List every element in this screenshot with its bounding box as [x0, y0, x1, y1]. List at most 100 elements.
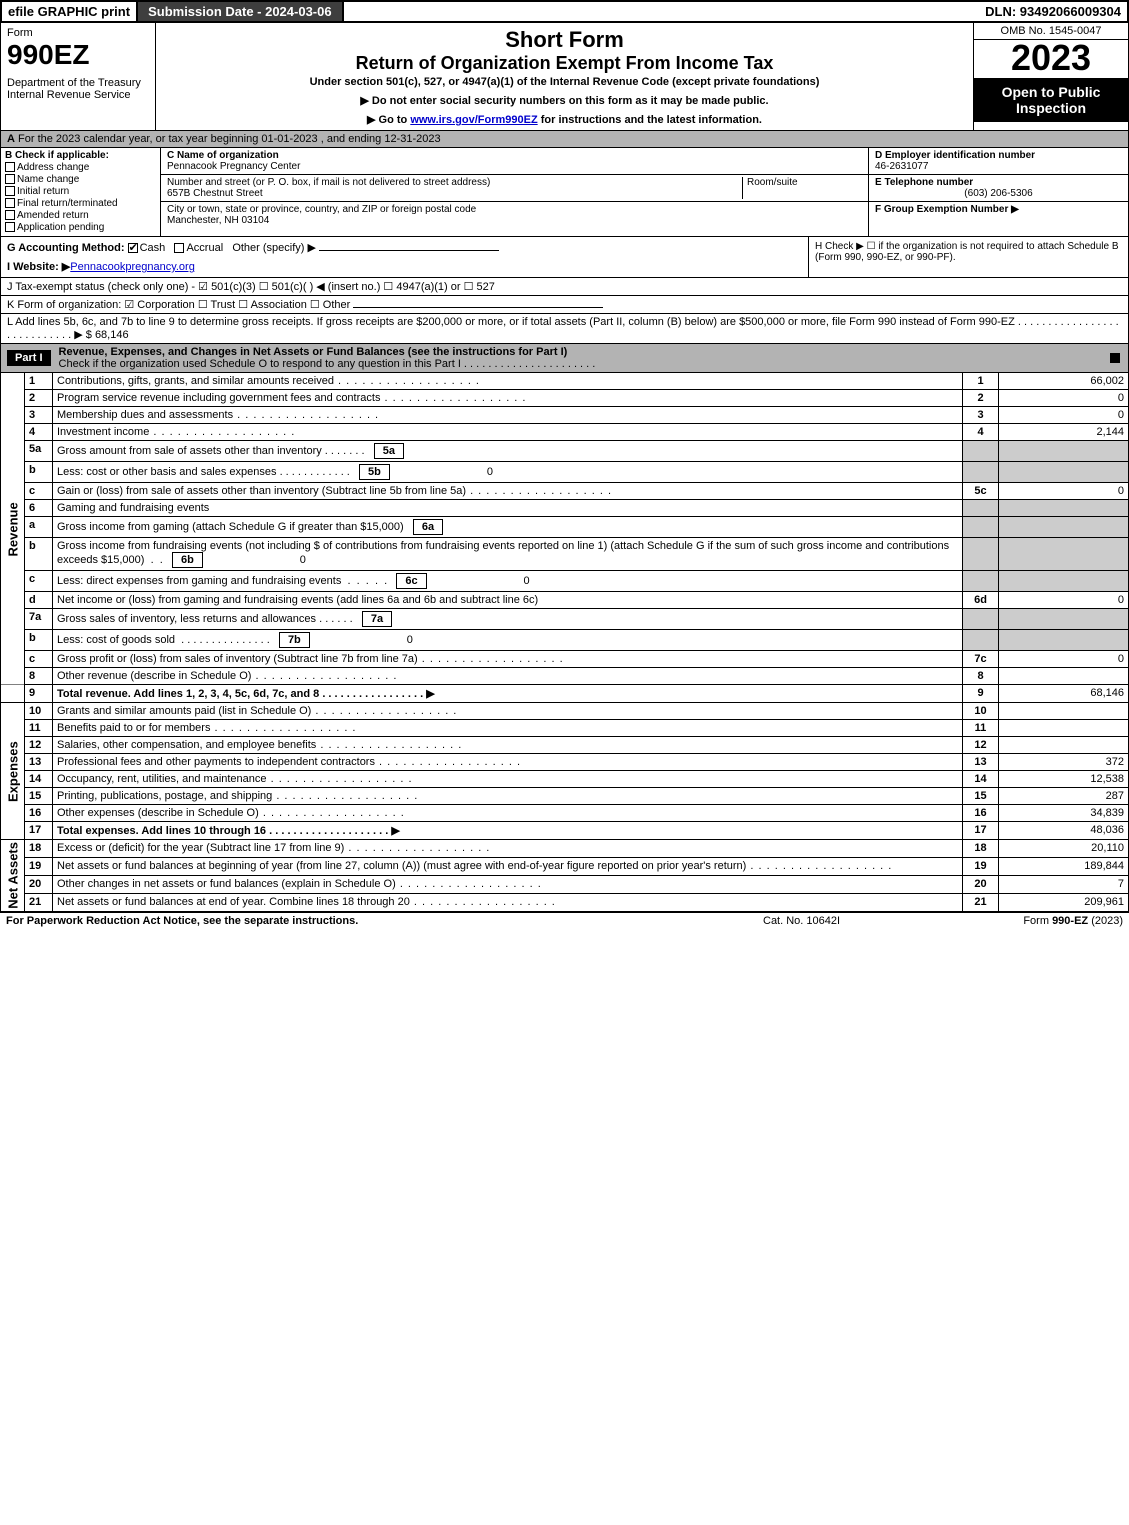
ln5b-ref [963, 462, 999, 483]
title-short-form: Short Form [164, 27, 965, 53]
ln4-desc: Investment income [53, 424, 963, 441]
ln5c-desc: Gain or (loss) from sale of assets other… [53, 483, 963, 500]
ln14-desc: Occupancy, rent, utilities, and maintena… [53, 771, 963, 788]
gross-receipts-amount: $ 68,146 [86, 329, 129, 341]
ln12-val [999, 737, 1129, 754]
subtitle: Under section 501(c), 527, or 4947(a)(1)… [164, 76, 965, 88]
ln6a-ref [963, 517, 999, 538]
part1-table: Revenue 1Contributions, gifts, grants, a… [0, 373, 1129, 912]
ln20-ref: 20 [963, 875, 999, 893]
ln2-desc: Program service revenue including govern… [53, 390, 963, 407]
ln21-num: 21 [25, 893, 53, 911]
ln1-ref: 1 [963, 373, 999, 390]
cb-application-pending[interactable]: Application pending [5, 222, 156, 233]
org-name: Pennacook Pregnancy Center [167, 161, 300, 172]
ln6a-sub: 6a [413, 519, 443, 535]
cash-label: Cash [140, 242, 166, 254]
ln6b-ref [963, 538, 999, 571]
ein-value: 46-2631077 [875, 161, 928, 172]
ln14-num: 14 [25, 771, 53, 788]
cb-accrual[interactable] [174, 243, 184, 253]
ln8-desc: Other revenue (describe in Schedule O) [53, 668, 963, 685]
ln10-desc: Grants and similar amounts paid (list in… [53, 703, 963, 720]
irs-link[interactable]: www.irs.gov/Form990EZ [410, 114, 537, 126]
ln11-ref: 11 [963, 720, 999, 737]
ln11-num: 11 [25, 720, 53, 737]
ln12-desc: Salaries, other compensation, and employ… [53, 737, 963, 754]
ln6c-sub: 6c [396, 573, 426, 589]
expenses-side-label: Expenses [1, 703, 25, 840]
cb-amended-return[interactable]: Amended return [5, 210, 156, 221]
ln3-val: 0 [999, 407, 1129, 424]
ln19-ref: 19 [963, 857, 999, 875]
ln16-desc: Other expenses (describe in Schedule O) [53, 805, 963, 822]
ln5b-val [999, 462, 1129, 483]
dept-label: Department of the Treasury Internal Reve… [7, 77, 149, 101]
ln7a-sub: 7a [362, 611, 392, 627]
ln17-val: 48,036 [999, 822, 1129, 840]
note-goto-pre: ▶ Go to [367, 114, 410, 126]
ein-label: D Employer identification number [875, 150, 1035, 161]
ln6a-desc: Gross income from gaming (attach Schedul… [57, 521, 404, 533]
blocks-bcd: B Check if applicable: Address change Na… [0, 148, 1129, 237]
other-specify-label: Other (specify) ▶ [232, 242, 316, 254]
ln7a-val [999, 609, 1129, 630]
ln13-desc: Professional fees and other payments to … [53, 754, 963, 771]
ln5a-desc: Gross amount from sale of assets other t… [57, 445, 322, 457]
website-link[interactable]: Pennacookpregnancy.org [70, 261, 195, 273]
ln6-desc: Gaming and fundraising events [53, 500, 963, 517]
tel-value: (603) 206-5306 [875, 188, 1122, 199]
cb-schedule-o[interactable] [1110, 353, 1120, 363]
ln10-num: 10 [25, 703, 53, 720]
ln7c-ref: 7c [963, 651, 999, 668]
ln7b-desc: Less: cost of goods sold [57, 634, 175, 646]
ln6b-sub: 6b [172, 552, 203, 568]
ln13-val: 372 [999, 754, 1129, 771]
submission-date-button[interactable]: Submission Date - 2024-03-06 [138, 2, 344, 21]
cb-address-change[interactable]: Address change [5, 162, 156, 173]
block-c: C Name of organizationPennacook Pregnanc… [161, 148, 868, 236]
ln21-val: 209,961 [999, 893, 1129, 911]
cb-name-change[interactable]: Name change [5, 174, 156, 185]
ln7b-subval: 0 [313, 634, 413, 646]
ln6c-val [999, 571, 1129, 592]
ln1-val: 66,002 [999, 373, 1129, 390]
ln13-num: 13 [25, 754, 53, 771]
ln6a-num: a [25, 517, 53, 538]
ln5c-val: 0 [999, 483, 1129, 500]
ln7a-desc: Gross sales of inventory, less returns a… [57, 613, 316, 625]
cb-final-return[interactable]: Final return/terminated [5, 198, 156, 209]
ln18-ref: 18 [963, 840, 999, 858]
ln3-desc: Membership dues and assessments [53, 407, 963, 424]
ln17-ref: 17 [963, 822, 999, 840]
ln7c-desc: Gross profit or (loss) from sales of inv… [53, 651, 963, 668]
ln15-num: 15 [25, 788, 53, 805]
ln5a-num: 5a [25, 441, 53, 462]
city-value: Manchester, NH 03104 [167, 215, 269, 226]
cb-initial-return[interactable]: Initial return [5, 186, 156, 197]
ln6-val [999, 500, 1129, 517]
ln5b-subval: 0 [393, 466, 493, 478]
row-gh: G Accounting Method: Cash Accrual Other … [0, 237, 1129, 278]
ln4-val: 2,144 [999, 424, 1129, 441]
note-ssn: ▶ Do not enter social security numbers o… [164, 94, 965, 107]
revenue-side-label: Revenue [1, 373, 25, 685]
ln7b-num: b [25, 630, 53, 651]
line-j: J Tax-exempt status (check only one) - ☑… [0, 278, 1129, 296]
ln7c-num: c [25, 651, 53, 668]
ln4-num: 4 [25, 424, 53, 441]
ln16-val: 34,839 [999, 805, 1129, 822]
part1-title: Revenue, Expenses, and Changes in Net As… [59, 346, 568, 358]
ln18-num: 18 [25, 840, 53, 858]
ln19-desc: Net assets or fund balances at beginning… [53, 857, 963, 875]
city-label: City or town, state or province, country… [167, 204, 476, 215]
netassets-side-label: Net Assets [1, 840, 25, 912]
note-goto-post: for instructions and the latest informat… [538, 114, 762, 126]
efile-print-button[interactable]: efile GRAPHIC print [2, 2, 138, 21]
group-exemption-label: F Group Exemption Number ▶ [875, 204, 1019, 215]
footer-catno: Cat. No. 10642I [763, 915, 963, 927]
cb-cash[interactable] [128, 243, 138, 253]
ln10-val [999, 703, 1129, 720]
form-label: Form [7, 27, 149, 39]
ln5b-sub: 5b [359, 464, 390, 480]
